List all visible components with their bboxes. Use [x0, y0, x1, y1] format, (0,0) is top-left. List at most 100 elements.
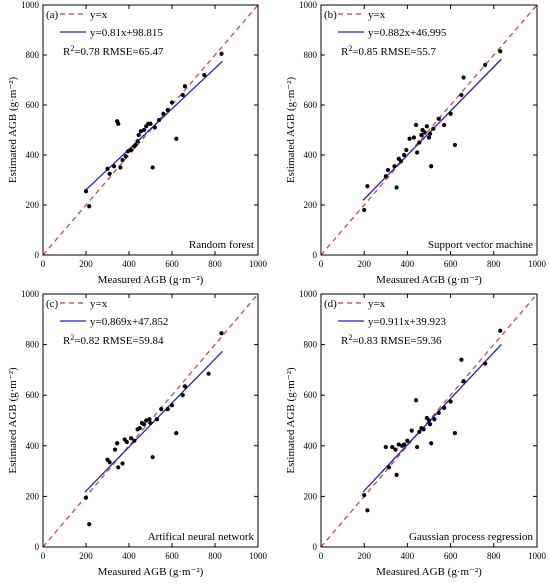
y-tick-label: 1000 [21, 289, 40, 299]
data-point [111, 164, 117, 169]
data-point [417, 140, 422, 145]
data-point [383, 174, 388, 179]
panel-label: (a) [46, 9, 59, 21]
legend-identity-label: y=x [368, 298, 386, 310]
data-point [415, 150, 420, 155]
data-point [157, 117, 162, 123]
data-point [180, 92, 185, 98]
data-point [424, 124, 429, 129]
fit-line [362, 344, 502, 493]
data-point [132, 438, 137, 443]
stats-text: R2=0.78 RMSE=65.47 [63, 44, 164, 58]
x-tick-label: 800 [208, 259, 222, 269]
y-tick-label: 400 [304, 150, 318, 160]
y-tick-label: 1000 [299, 289, 318, 299]
x-tick-label: 800 [487, 259, 501, 269]
data-point [498, 328, 503, 333]
y-axis-title: Estimated AGB (g·m⁻²) [7, 367, 19, 474]
data-point [152, 125, 157, 130]
stats-values: =0.82 RMSE=59.84 [74, 335, 164, 347]
y-tick-label: 0 [35, 542, 40, 552]
x-tick-label: 600 [444, 551, 458, 561]
x-axis-title: Measured AGB (g·m⁻²) [98, 274, 204, 286]
data-point [365, 508, 370, 513]
data-point [452, 142, 458, 148]
model-name: Gaussian process regression [409, 531, 534, 543]
y-tick-label: 800 [304, 50, 318, 60]
panel-c: 0 200 400 600 800 1000 0 200 400 600 800 1000 Measur… [7, 289, 268, 578]
data-point [436, 410, 441, 416]
data-point [105, 166, 110, 171]
y-tick-label: 600 [304, 100, 318, 110]
model-name: Random forest [189, 239, 254, 251]
data-point [116, 121, 121, 126]
data-point [141, 422, 147, 427]
plot-frame [42, 293, 259, 548]
data-point [107, 171, 112, 176]
data-point [129, 436, 134, 441]
x-tick-label: 400 [122, 551, 136, 561]
x-tick-label: 200 [79, 551, 93, 561]
data-point [442, 405, 447, 410]
data-point [459, 92, 464, 98]
legend-fit-label: y=0.882x+46.995 [368, 27, 447, 39]
panel-label: (d) [324, 298, 337, 310]
data-point [386, 465, 392, 470]
plot-frame [320, 293, 538, 548]
plot-frame [320, 4, 538, 256]
data-point [383, 444, 388, 450]
data-point [129, 147, 134, 153]
data-point [432, 417, 437, 422]
y-tick-label: 200 [26, 200, 40, 210]
stats-r-superscript: 2 [70, 333, 74, 342]
data-point [393, 447, 398, 452]
data-point [429, 164, 434, 169]
x-tick-label: 1000 [528, 259, 547, 269]
data-point [112, 447, 118, 452]
data-point [182, 384, 187, 389]
x-tick-label: 600 [165, 551, 179, 561]
data-point [83, 495, 89, 500]
data-point [365, 184, 370, 189]
stats-values: =0.83 RMSE=59.36 [352, 335, 442, 347]
stats-r-superscript: 2 [70, 44, 74, 53]
x-tick-label: 400 [401, 259, 415, 269]
data-point [150, 165, 155, 170]
y-tick-label: 200 [304, 200, 318, 210]
data-point [442, 122, 447, 128]
data-point [421, 427, 426, 432]
model-name: Artifical neural network [148, 531, 255, 543]
data-point [459, 357, 464, 362]
data-point [169, 100, 175, 105]
y-axis-title: Estimated AGB (g·m⁻²) [285, 77, 297, 184]
y-tick-label: 400 [304, 441, 318, 451]
data-point [436, 116, 441, 121]
data-point [498, 49, 503, 54]
legend-fit-label: y=0.869x+47.852 [90, 316, 168, 328]
data-point [180, 393, 185, 398]
data-point [161, 111, 166, 116]
data-point [427, 131, 433, 136]
data-point [174, 431, 179, 436]
data-point [165, 407, 170, 412]
data-point [426, 418, 432, 423]
x-tick-label: 600 [165, 259, 179, 269]
data-point [141, 127, 147, 133]
data-point [417, 429, 422, 434]
plot-frame [42, 4, 259, 256]
data-point [115, 441, 120, 446]
panel-a: 0 200 400 600 800 1000 0 200 400 600 800 1000 Measur… [7, 0, 268, 286]
y-tick-label: 0 [313, 542, 318, 552]
y-tick-label: 400 [26, 441, 40, 451]
y-tick-label: 600 [304, 390, 318, 400]
data-point [461, 379, 466, 384]
data-point [148, 121, 153, 126]
data-point [123, 154, 128, 159]
data-point [394, 472, 399, 477]
y-tick-label: 1000 [21, 0, 40, 10]
data-point [419, 132, 424, 138]
stats-values: =0.85 RMSE=55.7 [352, 46, 436, 58]
y-tick-label: 400 [26, 150, 40, 160]
data-point [415, 444, 420, 450]
